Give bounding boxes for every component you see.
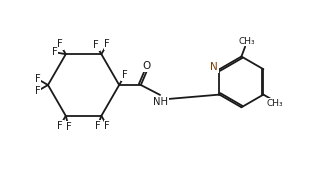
Text: F: F [57,121,63,131]
Text: F: F [66,122,72,132]
Text: NH: NH [153,97,168,107]
Text: CH₃: CH₃ [266,99,283,108]
Text: O: O [142,61,150,71]
Text: CH₃: CH₃ [239,37,255,46]
Text: F: F [104,121,110,131]
Text: F: F [122,70,128,80]
Text: F: F [35,86,41,96]
Text: F: F [104,39,110,49]
Text: F: F [52,47,58,57]
Text: F: F [35,74,41,84]
Text: F: F [95,121,100,131]
Text: N: N [210,62,218,72]
Text: F: F [57,39,63,49]
Text: F: F [93,40,99,50]
